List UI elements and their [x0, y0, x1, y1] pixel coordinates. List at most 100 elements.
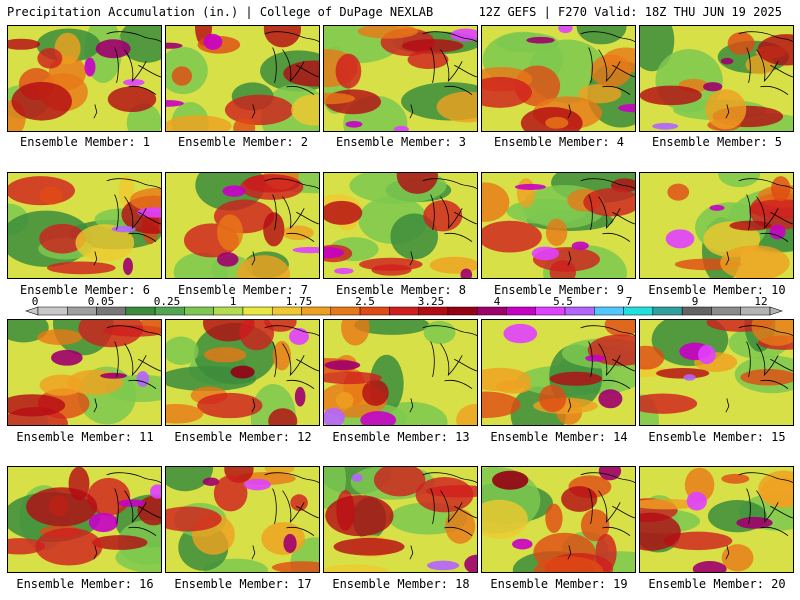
ensemble-panel-19	[481, 466, 636, 573]
ensemble-panel-3	[323, 25, 478, 132]
ensemble-member-label: Ensemble Member: 7	[177, 283, 309, 297]
ensemble-member-label: Ensemble Member: 4	[493, 135, 625, 149]
ensemble-panel-9	[481, 172, 636, 279]
colorbar-tick-label: 2.5	[355, 297, 375, 308]
colorbar-tick-label: 9	[692, 297, 699, 308]
ensemble-panel-14	[481, 319, 636, 426]
precip-field-map	[482, 320, 635, 425]
precip-field-map	[324, 26, 477, 131]
colorbar-swatch	[330, 306, 361, 316]
header-title: Precipitation Accumulation (in.) | Colle…	[7, 5, 434, 19]
ensemble-member-label: Ensemble Member: 8	[335, 283, 467, 297]
colorbar-tick-label: 7	[626, 297, 633, 308]
ensemble-panel-6	[7, 172, 162, 279]
colorbar-swatch	[301, 306, 332, 316]
colorbar-min-arrow	[25, 306, 39, 316]
precip-field-map	[8, 467, 161, 572]
colorbar-swatch	[594, 306, 624, 316]
ensemble-panel-18	[323, 466, 478, 573]
ensemble-panel-7	[165, 172, 320, 279]
colorbar-tick-label: 0.05	[88, 297, 115, 308]
colorbar-swatch	[359, 306, 390, 316]
precip-field-map	[324, 467, 477, 572]
ensemble-panel-16	[7, 466, 162, 573]
colorbar-swatch	[711, 306, 741, 316]
ensemble-member-label: Ensemble Member: 5	[651, 135, 783, 149]
ensemble-panel-12	[165, 319, 320, 426]
colorbar-swatch	[740, 306, 771, 316]
colorbar-swatch	[535, 306, 566, 316]
colorbar-swatch	[418, 306, 449, 316]
ensemble-panel-8	[323, 172, 478, 279]
precip-field-map	[166, 320, 319, 425]
ensemble-member-label: Ensemble Member: 16	[16, 577, 154, 591]
colorbar-tick-label: 1.75	[286, 297, 313, 308]
ensemble-panel-4	[481, 25, 636, 132]
precip-colorbar: 0 0.05 0.25 1 1.75 2.5 3.25 4 5.5 7 9 12	[25, 297, 783, 316]
precip-field-map	[166, 467, 319, 572]
colorbar-swatch	[37, 306, 68, 316]
ensemble-member-label: Ensemble Member: 15	[648, 430, 786, 444]
colorbar-tick-label: 3.25	[418, 297, 445, 308]
precip-field-map	[166, 26, 319, 131]
ensemble-member-label: Ensemble Member: 20	[648, 577, 786, 591]
colorbar-swatch	[623, 306, 654, 316]
ensemble-member-label: Ensemble Member: 6	[19, 283, 151, 297]
colorbar-max-arrow	[769, 306, 783, 316]
ensemble-panel-2	[165, 25, 320, 132]
precip-field-map	[324, 320, 477, 425]
ensemble-member-label: Ensemble Member: 14	[490, 430, 628, 444]
ensemble-panel-15	[639, 319, 794, 426]
colorbar-tick-label: 5.5	[553, 297, 573, 308]
colorbar-tick-label: 1	[230, 297, 237, 308]
colorbar-swatch	[652, 306, 683, 316]
ensemble-panel-1	[7, 25, 162, 132]
header-run-info: 12Z GEFS | F270 Valid: 18Z THU JUN 19 20…	[478, 5, 782, 19]
colorbar-swatch	[506, 306, 537, 316]
colorbar-swatch	[564, 306, 595, 316]
ensemble-member-label: Ensemble Member: 1	[19, 135, 151, 149]
ensemble-member-label: Ensemble Member: 19	[490, 577, 628, 591]
ensemble-member-label: Ensemble Member: 13	[332, 430, 470, 444]
colorbar-swatch	[389, 306, 419, 316]
colorbar-tick-label: 4	[494, 297, 501, 308]
colorbar-swatch	[184, 306, 214, 316]
colorbar-swatch	[271, 306, 302, 316]
ensemble-member-label: Ensemble Member: 17	[174, 577, 312, 591]
ensemble-member-label: Ensemble Member: 10	[648, 283, 786, 297]
precip-field-map	[482, 173, 635, 278]
colorbar-swatch	[67, 306, 97, 316]
ensemble-panel-20	[639, 466, 794, 573]
ensemble-member-label: Ensemble Member: 18	[332, 577, 470, 591]
ensemble-member-label: Ensemble Member: 2	[177, 135, 309, 149]
ensemble-panel-17	[165, 466, 320, 573]
precip-field-map	[640, 467, 793, 572]
precip-field-map	[640, 26, 793, 131]
colorbar-swatch	[447, 306, 478, 316]
ensemble-member-label: Ensemble Member: 9	[493, 283, 625, 297]
colorbar-tick-label: 0	[32, 297, 39, 308]
precip-field-map	[482, 467, 635, 572]
ensemble-panel-13	[323, 319, 478, 426]
precip-field-map	[482, 26, 635, 131]
precip-field-map	[640, 320, 793, 425]
colorbar-swatch	[213, 306, 244, 316]
precip-field-map	[8, 173, 161, 278]
ensemble-panel-10	[639, 172, 794, 279]
colorbar-swatch	[476, 306, 507, 316]
precip-field-map	[8, 26, 161, 131]
colorbar-swatch	[242, 306, 273, 316]
precip-field-map	[8, 320, 161, 425]
colorbar-swatch	[681, 306, 712, 316]
ensemble-panel-5	[639, 25, 794, 132]
colorbar-tick-label: 0.25	[154, 297, 181, 308]
ensemble-panel-11	[7, 319, 162, 426]
ensemble-member-label: Ensemble Member: 3	[335, 135, 467, 149]
colorbar-swatch	[125, 306, 156, 316]
colorbar-swatch	[96, 306, 127, 316]
colorbar-swatch	[154, 306, 185, 316]
precip-field-map	[640, 173, 793, 278]
ensemble-member-label: Ensemble Member: 12	[174, 430, 312, 444]
colorbar-tick-label: 12	[754, 297, 767, 308]
precip-field-map	[166, 173, 319, 278]
